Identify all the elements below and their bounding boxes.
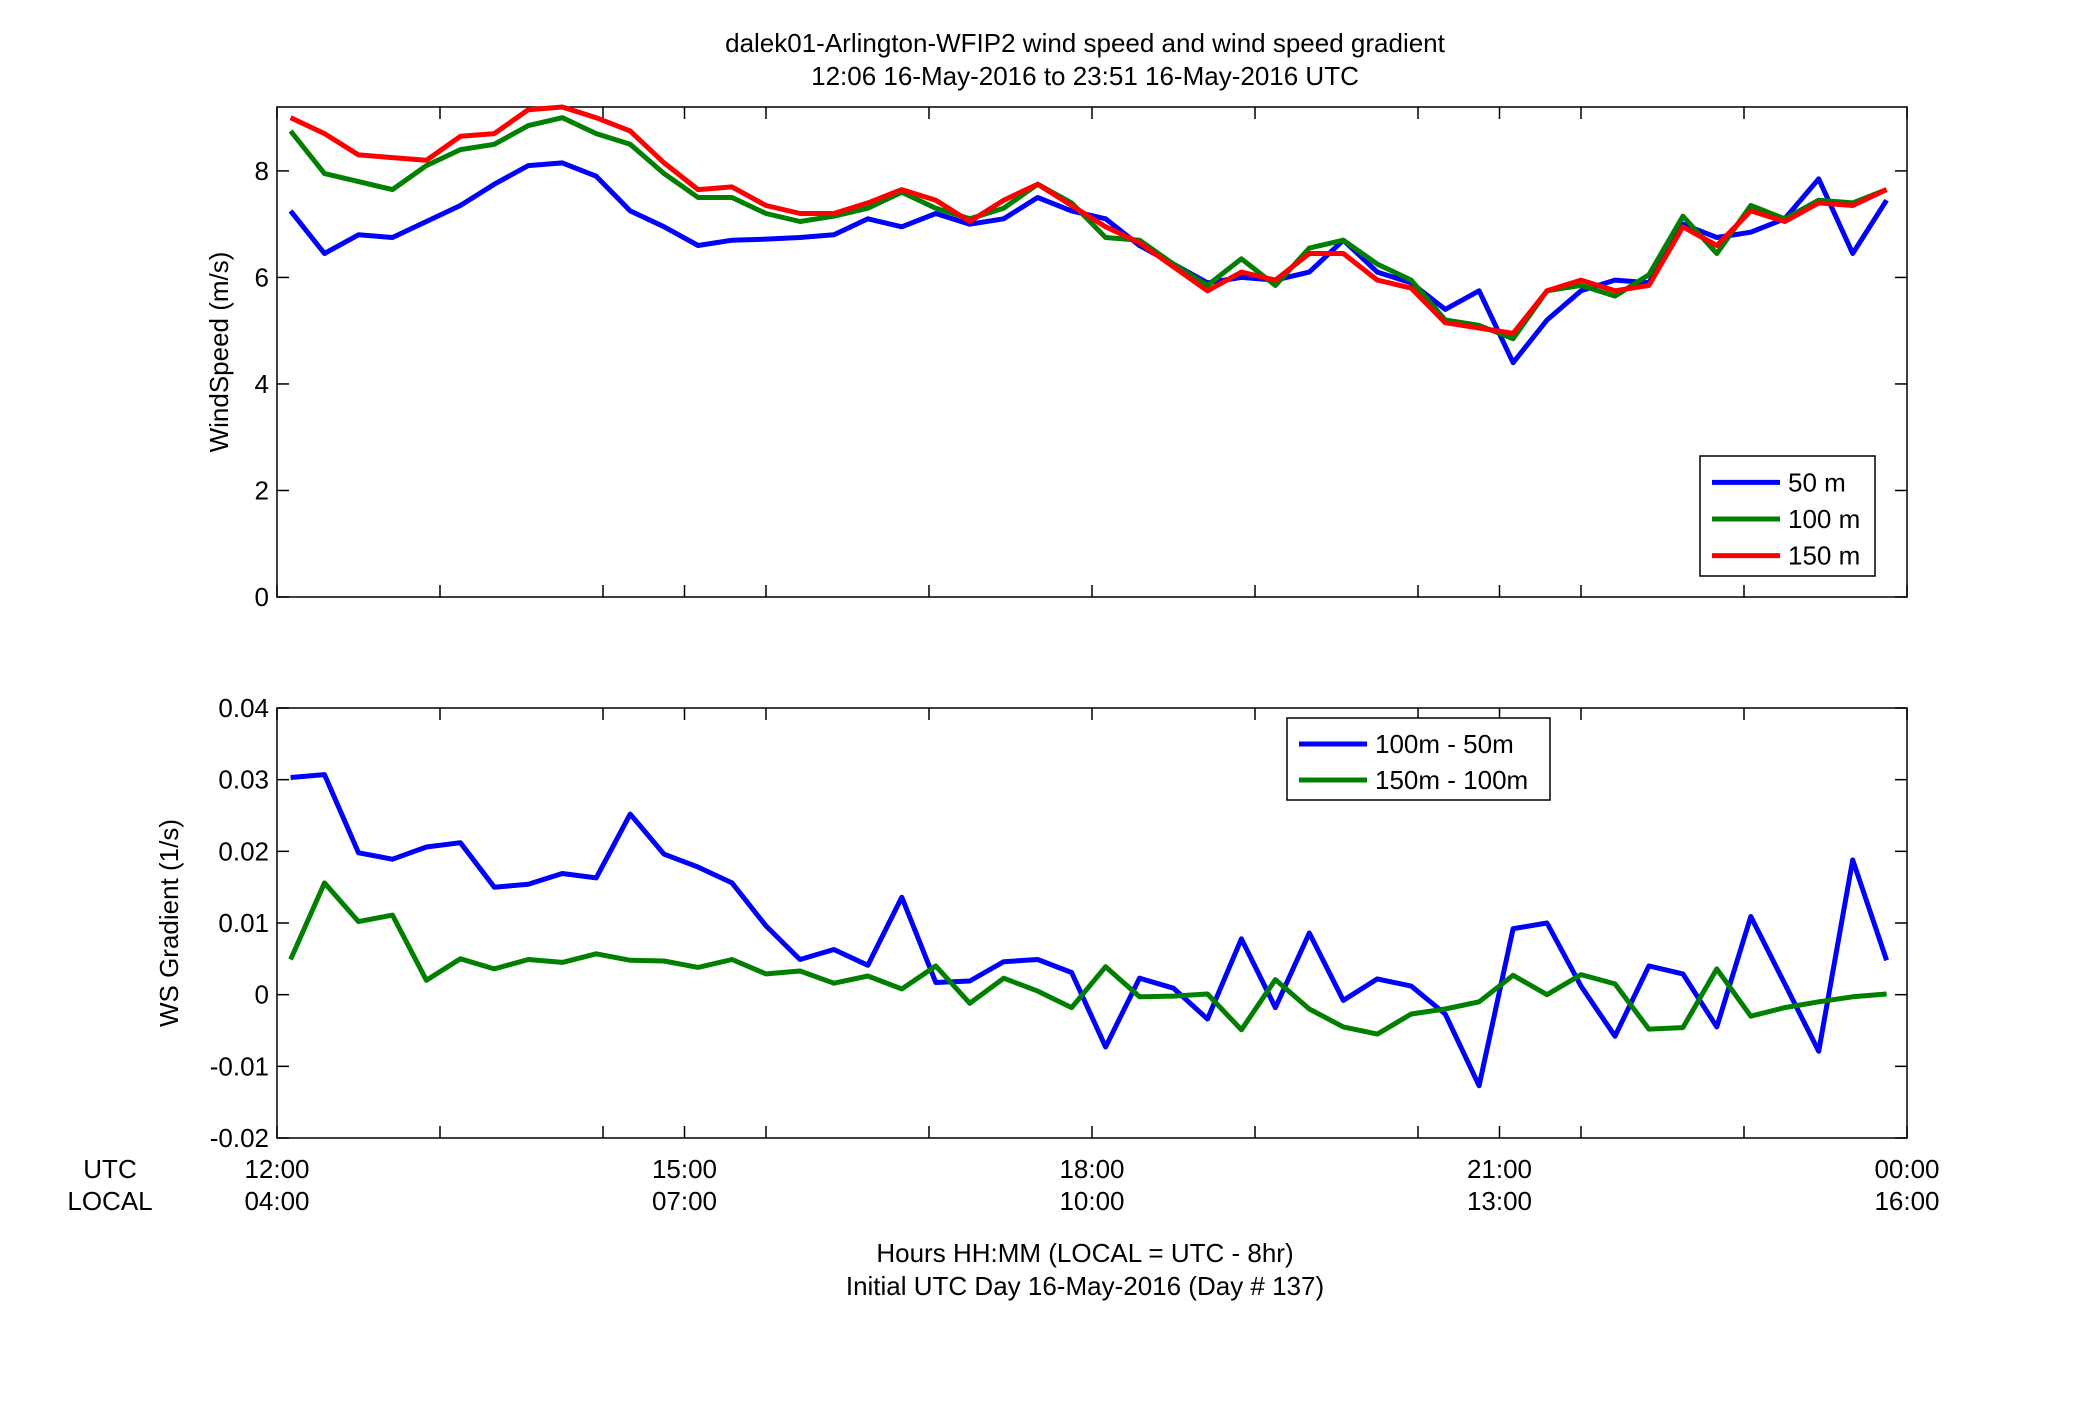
- utc-tick-label: 18:00: [1059, 1154, 1124, 1184]
- gradient-plot-frame: [276, 707, 1908, 1139]
- local-tick-label: 16:00: [1874, 1186, 1939, 1216]
- chart-title-line1: dalek01-Arlington-WFIP2 wind speed and w…: [725, 28, 1446, 58]
- gradient-series-line-1: [288, 880, 1887, 1037]
- windspeed-y-tick-label: 2: [255, 475, 269, 505]
- local-tick-label: 07:00: [652, 1186, 717, 1216]
- gradient-legend-box: [1286, 717, 1551, 801]
- gradient-y-tick-label: 0.01: [218, 908, 269, 938]
- windspeed-plot-frame: [276, 106, 1908, 598]
- x-axis-label-line2: Initial UTC Day 16-May-2016 (Day # 137): [846, 1271, 1324, 1301]
- windspeed-legend-label-2: 150 m: [1788, 541, 1860, 571]
- windspeed-panel: 0 2 4 6 8 WindSpeed (m/s) 50 m 100 m 150 m: [204, 104, 1908, 612]
- chart-title-line2: 12:06 16-May-2016 to 23:51 16-May-2016 U…: [811, 61, 1359, 91]
- windspeed-y-tick-label: 4: [255, 369, 269, 399]
- local-tick-label: 04:00: [244, 1186, 309, 1216]
- local-tick-label: 10:00: [1059, 1186, 1124, 1216]
- gradient-y-tick-label: 0.04: [218, 693, 269, 723]
- gradient-y-tick-label: 0: [255, 980, 269, 1010]
- windspeed-legend: 50 m 100 m 150 m: [1699, 455, 1876, 577]
- gradient-y-tick-label: 0.03: [218, 765, 269, 795]
- utc-row-label: UTC: [83, 1154, 136, 1184]
- local-row-label: LOCAL: [67, 1186, 152, 1216]
- windspeed-legend-label-1: 100 m: [1788, 504, 1860, 534]
- x-axis-label-line1: Hours HH:MM (LOCAL = UTC - 8hr): [876, 1238, 1293, 1268]
- local-tick-label: 13:00: [1467, 1186, 1532, 1216]
- gradient-legend-label-0: 100m - 50m: [1375, 729, 1514, 759]
- windspeed-y-tick-label: 0: [255, 582, 269, 612]
- utc-tick-label: 12:00: [244, 1154, 309, 1184]
- utc-tick-label: 00:00: [1874, 1154, 1939, 1184]
- windspeed-y-tick-label: 6: [255, 262, 269, 292]
- windspeed-series-line-1: [288, 115, 1888, 342]
- windspeed-legend-label-0: 50 m: [1788, 467, 1846, 497]
- windspeed-y-axis-label: WindSpeed (m/s): [204, 252, 234, 453]
- gradient-panel: -0.02 -0.01 0 0.01 0.02 0.03 0.04 WS Gradient (…: [154, 693, 1908, 1153]
- windspeed-series-line-2: [289, 104, 1888, 336]
- gradient-y-tick-label: -0.02: [210, 1123, 269, 1153]
- gradient-y-axis-label: WS Gradient (1/s): [154, 819, 184, 1027]
- gradient-legend: 100m - 50m 150m - 100m: [1286, 717, 1551, 801]
- gradient-y-tick-label: 0.02: [218, 836, 269, 866]
- gradient-series-line-0: [290, 772, 1889, 1089]
- utc-tick-label: 15:00: [652, 1154, 717, 1184]
- utc-tick-label: 21:00: [1467, 1154, 1532, 1184]
- windspeed-y-tick-label: 8: [255, 156, 269, 186]
- gradient-y-tick-label: -0.01: [210, 1051, 269, 1081]
- gradient-legend-label-1: 150m - 100m: [1375, 765, 1528, 795]
